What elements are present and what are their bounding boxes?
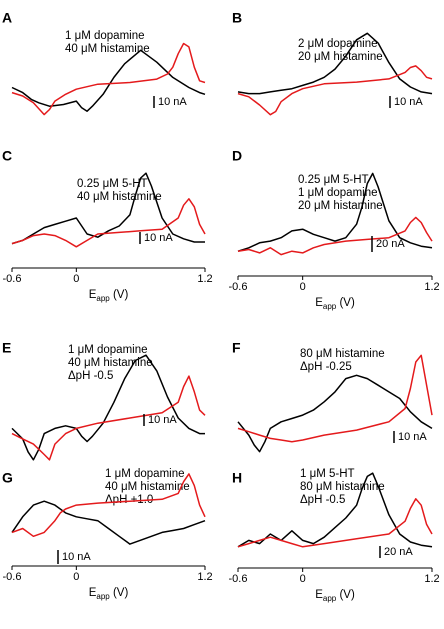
panel-e-red-trace	[11, 375, 206, 461]
panel-g-black-trace	[11, 500, 206, 545]
panel-b-annotation: 20 μM histamine	[298, 51, 383, 63]
panel-a-annotation: 1 μM dopamine	[65, 30, 145, 42]
panel-h-annotation: 80 μM histamine	[300, 481, 385, 493]
panel-d-x-axis-label: Eapp (V)	[315, 297, 355, 311]
panel-b-scale-label: 10 nA	[394, 96, 423, 108]
panel-d-scale-label: 20 nA	[376, 238, 405, 250]
panel-g-letter: G	[2, 469, 13, 485]
panel-d-x-tick-label: -0.6	[229, 281, 248, 293]
panel-d-annotation: 20 μM histamine	[298, 200, 383, 212]
panel-h-x-tick-label: 1.2	[424, 573, 439, 585]
panel-d-x-tick-label: 1.2	[424, 281, 439, 293]
panel-f-red-trace	[237, 354, 433, 443]
panel-c-letter: C	[2, 147, 12, 163]
panel-g-annotation: 40 μM histamine	[105, 481, 190, 493]
panel-g-x-tick-label: -0.6	[3, 571, 22, 583]
panel-h-red-trace	[237, 498, 433, 548]
panel-h-scale-label: 20 nA	[384, 546, 413, 558]
panel-g-annotation: 1 μM dopamine	[105, 468, 185, 480]
panel-c-x-axis-label: Eapp (V)	[89, 289, 129, 303]
panel-b-black-trace	[237, 32, 433, 95]
panel-f-scale-label: 10 nA	[398, 431, 427, 443]
panel-d-x-tick-label: 0	[300, 281, 306, 293]
panel-c-x-tick-label: 0	[73, 273, 79, 285]
panel-e-annotation: 1 μM dopamine	[68, 344, 148, 356]
panel-e-black-trace	[11, 354, 205, 461]
panel-c-black-trace	[11, 172, 205, 245]
panel-d-black-trace	[237, 172, 433, 252]
panel-a-letter: A	[2, 9, 12, 25]
panel-h-x-tick-label: 0	[300, 573, 306, 585]
panel-h-annotation: 1 μM 5-HT	[300, 468, 355, 480]
panel-d-red-trace	[237, 216, 433, 256]
panel-e-scale-label: 10 nA	[148, 414, 177, 426]
panel-d-letter: D	[232, 147, 242, 163]
panel-g-red-trace	[11, 473, 206, 538]
panel-f-annotation: ΔpH -0.25	[300, 361, 352, 373]
panel-c-annotation: 0.25 μM 5-HT	[77, 178, 148, 190]
panel-c-red-trace	[11, 198, 206, 248]
panel-a-annotation: 40 μM histamine	[65, 43, 150, 55]
panel-g-x-axis-label: Eapp (V)	[89, 587, 129, 601]
panel-h-letter: H	[232, 469, 242, 485]
panel-c-scale-label: 10 nA	[144, 232, 173, 244]
panel-b-letter: B	[232, 9, 242, 25]
panel-g-x-tick-label: 0	[73, 571, 79, 583]
panel-e-letter: E	[2, 339, 11, 355]
panel-g-annotation: ΔpH +1.0	[105, 494, 153, 506]
panel-a-black-trace	[11, 49, 206, 112]
panel-b-red-trace	[237, 65, 433, 116]
panel-g-scale-label: 10 nA	[62, 551, 91, 563]
panel-h-annotation: ΔpH -0.5	[300, 494, 345, 506]
panel-c-x-tick-label: -0.6	[3, 273, 22, 285]
panel-a-scale-label: 10 nA	[158, 96, 187, 108]
panel-c-annotation: 40 μM histamine	[77, 191, 162, 203]
panel-f-annotation: 80 μM histamine	[300, 348, 385, 360]
panel-h-x-tick-label: -0.6	[229, 573, 248, 585]
panel-f-black-trace	[237, 374, 433, 453]
panel-a-red-trace	[11, 42, 206, 116]
panel-c-x-tick-label: 1.2	[197, 273, 212, 285]
panel-f-letter: F	[232, 339, 241, 355]
panel-h-x-axis-label: Eapp (V)	[315, 589, 355, 603]
panel-g-x-tick-label: 1.2	[197, 571, 212, 583]
panel-d-annotation: 1 μM dopamine	[298, 187, 378, 199]
panel-b-annotation: 2 μM dopamine	[298, 38, 378, 50]
panel-d-annotation: 0.25 μM 5-HT	[298, 174, 369, 186]
panel-e-annotation: ΔpH -0.5	[68, 370, 113, 382]
